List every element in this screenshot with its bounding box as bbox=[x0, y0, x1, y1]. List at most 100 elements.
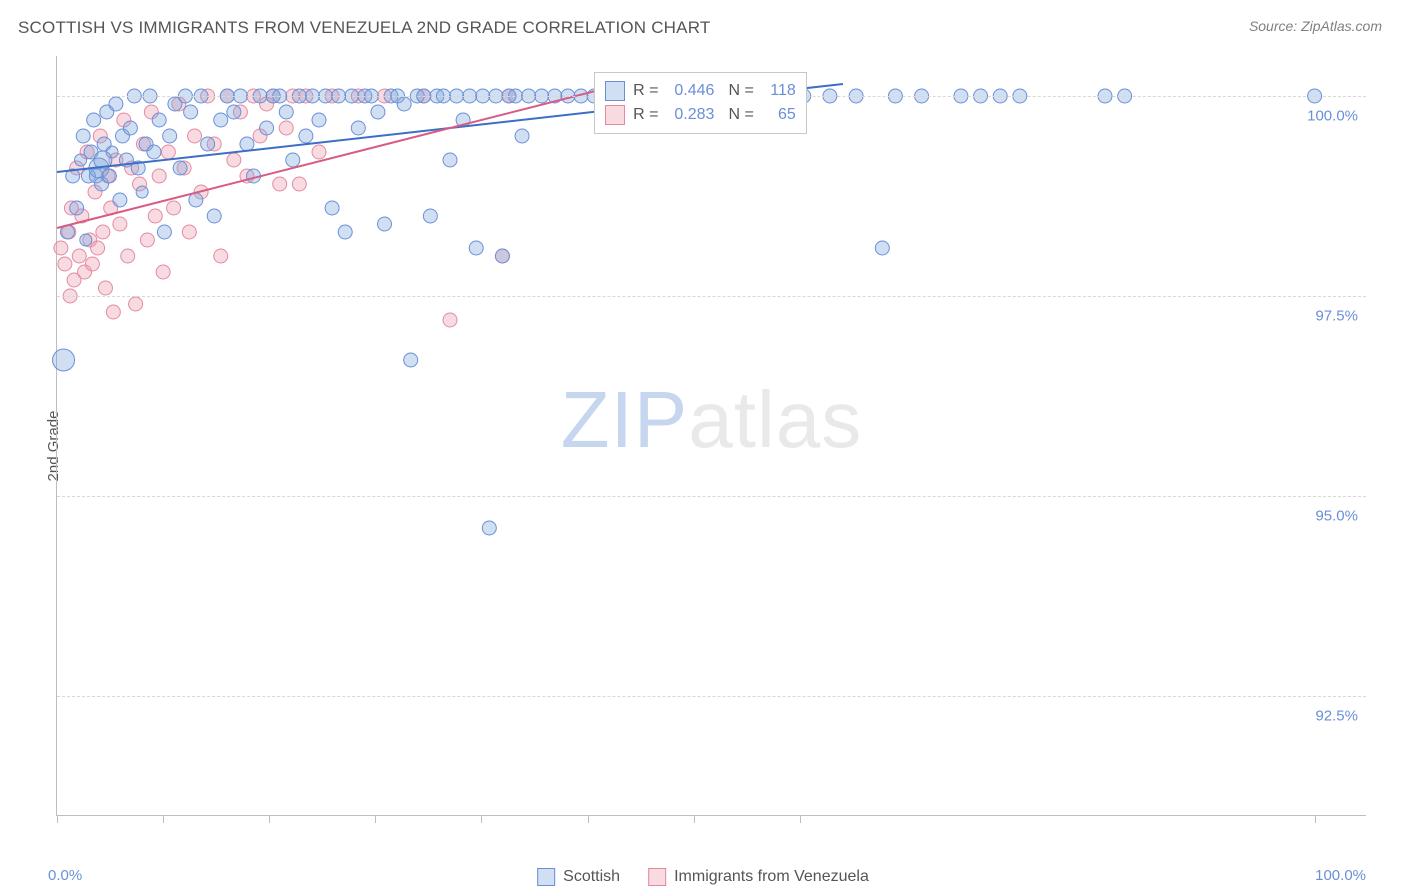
data-point bbox=[87, 113, 101, 127]
data-point bbox=[58, 257, 72, 271]
legend-item-scottish: Scottish bbox=[537, 868, 620, 886]
data-point bbox=[113, 217, 127, 231]
x-tick-label-right: 100.0% bbox=[1315, 867, 1366, 884]
data-point bbox=[109, 97, 123, 111]
stats-n-label: N = bbox=[728, 82, 753, 100]
scatter-svg bbox=[57, 56, 1366, 815]
y-tick-label: 97.5% bbox=[1315, 308, 1358, 325]
data-point bbox=[98, 281, 112, 295]
stats-row: R =0.283N =65 bbox=[605, 103, 796, 127]
data-point bbox=[273, 177, 287, 191]
data-point bbox=[312, 113, 326, 127]
x-tick bbox=[375, 815, 376, 823]
data-point bbox=[167, 201, 181, 215]
data-point bbox=[404, 353, 418, 367]
data-point bbox=[312, 145, 326, 159]
x-tick bbox=[1315, 815, 1316, 823]
gridline bbox=[57, 296, 1366, 297]
data-point bbox=[469, 241, 483, 255]
data-point bbox=[201, 137, 215, 151]
x-tick bbox=[481, 815, 482, 823]
data-point bbox=[495, 249, 509, 263]
data-point bbox=[152, 169, 166, 183]
stats-swatch bbox=[605, 105, 625, 125]
data-point bbox=[91, 241, 105, 255]
data-point bbox=[182, 225, 196, 239]
data-point bbox=[140, 233, 154, 247]
chart-header: SCOTTISH VS IMMIGRANTS FROM VENEZUELA 2N… bbox=[0, 0, 1406, 46]
data-point bbox=[279, 121, 293, 135]
data-point bbox=[121, 249, 135, 263]
stats-r-value: 0.283 bbox=[666, 106, 714, 124]
stats-swatch bbox=[605, 81, 625, 101]
data-point bbox=[351, 121, 365, 135]
legend-swatch-venezuela bbox=[648, 868, 666, 886]
legend-label-scottish: Scottish bbox=[563, 868, 620, 885]
stats-r-label: R = bbox=[633, 106, 658, 124]
stats-n-value: 65 bbox=[762, 106, 796, 124]
data-point bbox=[85, 257, 99, 271]
data-point bbox=[189, 193, 203, 207]
data-point bbox=[260, 121, 274, 135]
y-tick-label: 95.0% bbox=[1315, 508, 1358, 525]
data-point bbox=[53, 349, 75, 371]
data-point bbox=[163, 129, 177, 143]
data-point bbox=[156, 265, 170, 279]
data-point bbox=[214, 113, 228, 127]
stats-row: R = 0.446 N = 118 bbox=[605, 79, 796, 103]
chart-plot-area: ZIPatlas 92.5%95.0%97.5%100.0%R =0.446N … bbox=[56, 56, 1366, 816]
data-point bbox=[184, 105, 198, 119]
data-point bbox=[371, 105, 385, 119]
chart-source: Source: ZipAtlas.com bbox=[1249, 18, 1382, 34]
data-point bbox=[136, 186, 148, 198]
data-point bbox=[152, 113, 166, 127]
legend-label-venezuela: Immigrants from Venezuela bbox=[674, 868, 869, 885]
stats-r-value: 0.446 bbox=[666, 82, 714, 100]
data-point bbox=[113, 193, 127, 207]
data-point bbox=[76, 129, 90, 143]
legend-swatch-scottish bbox=[537, 868, 555, 886]
gridline bbox=[57, 696, 1366, 697]
x-tick-label-left: 0.0% bbox=[48, 867, 82, 884]
x-tick bbox=[694, 815, 695, 823]
data-point bbox=[279, 105, 293, 119]
stats-n-value: 118 bbox=[762, 82, 796, 100]
data-point bbox=[147, 145, 161, 159]
data-point bbox=[875, 241, 889, 255]
data-point bbox=[378, 217, 392, 231]
data-point bbox=[286, 153, 300, 167]
data-point bbox=[482, 521, 496, 535]
y-tick-label: 92.5% bbox=[1315, 708, 1358, 725]
data-point bbox=[240, 137, 254, 151]
data-point bbox=[72, 249, 86, 263]
data-point bbox=[515, 129, 529, 143]
legend-item-venezuela: Immigrants from Venezuela bbox=[648, 868, 869, 886]
data-point bbox=[70, 201, 84, 215]
data-point bbox=[299, 129, 313, 143]
data-point bbox=[397, 97, 411, 111]
x-tick bbox=[588, 815, 589, 823]
data-point bbox=[96, 225, 110, 239]
data-point bbox=[325, 201, 339, 215]
gridline bbox=[57, 496, 1366, 497]
data-point bbox=[102, 169, 116, 183]
data-point bbox=[214, 249, 228, 263]
data-point bbox=[423, 209, 437, 223]
data-point bbox=[129, 297, 143, 311]
x-tick bbox=[800, 815, 801, 823]
data-point bbox=[80, 234, 92, 246]
data-point bbox=[227, 153, 241, 167]
x-tick bbox=[57, 815, 58, 823]
chart-title: SCOTTISH VS IMMIGRANTS FROM VENEZUELA 2N… bbox=[18, 18, 710, 38]
data-point bbox=[443, 313, 457, 327]
data-point bbox=[173, 161, 187, 175]
stats-r-label: R = bbox=[633, 82, 658, 100]
stats-box: R =0.446N =118R =0.283N =65 bbox=[594, 72, 807, 134]
bottom-legend: Scottish Immigrants from Venezuela bbox=[537, 868, 869, 886]
data-point bbox=[207, 209, 221, 223]
data-point bbox=[123, 121, 137, 135]
data-point bbox=[161, 145, 175, 159]
data-point bbox=[106, 305, 120, 319]
data-point bbox=[292, 177, 306, 191]
x-tick bbox=[163, 815, 164, 823]
